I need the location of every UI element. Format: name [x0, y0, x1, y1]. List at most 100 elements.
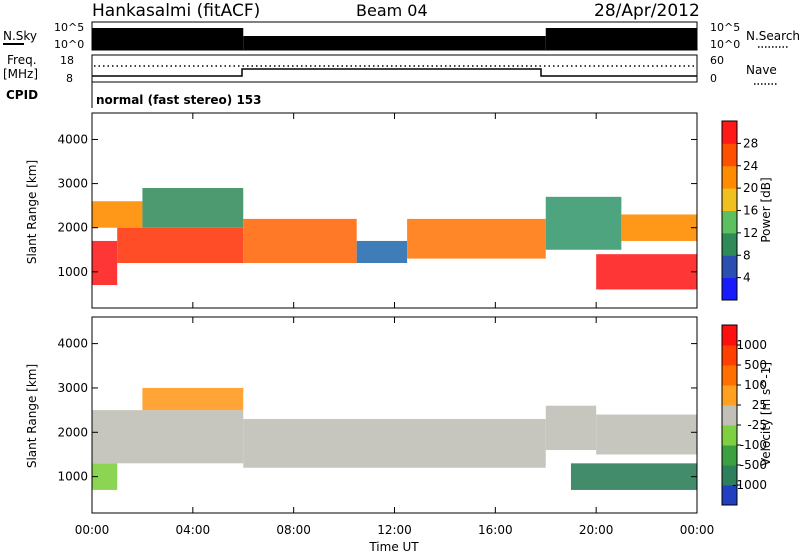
power-echo-band — [92, 201, 143, 228]
velocity-colorbar-swatch — [722, 385, 737, 406]
velocity-colorbar-tick-label: -500 — [740, 458, 767, 472]
time-axis-tick-label: 04:00 — [176, 523, 211, 537]
power-colorbar-swatch — [722, 232, 737, 256]
power-colorbar-swatch — [722, 210, 737, 234]
velocity-echo-band — [92, 410, 244, 464]
power-echo-band — [621, 214, 697, 241]
time-axis-label: Time UT — [368, 540, 419, 554]
power-echo-band — [407, 218, 546, 259]
power-y-tick-label: 4000 — [57, 132, 88, 146]
time-axis-tick-label: 12:00 — [377, 523, 412, 537]
velocity-echo-band — [243, 418, 546, 468]
power-plot-area — [92, 188, 697, 290]
velocity-plot-area — [92, 387, 697, 490]
power-echo-band — [596, 254, 697, 290]
time-axis-tick-label: 16:00 — [478, 523, 513, 537]
velocity-colorbar-tick-label: -25 — [747, 418, 767, 432]
velocity-colorbar-frame — [721, 324, 738, 506]
velocity-y-tick-label: 2000 — [57, 425, 88, 439]
nave-tick-top: 60 — [710, 54, 724, 67]
nsearch-tick-bottom: 10^0 — [710, 38, 740, 51]
freq-panel — [91, 54, 698, 83]
velocity-colorbar-swatch — [722, 405, 737, 426]
nave-label: Nave — [746, 63, 777, 77]
power-echo-band — [142, 188, 244, 228]
power-colorbar-swatch — [722, 277, 737, 301]
power-colorbar-tick-label: 20 — [743, 181, 758, 195]
time-axis-tick-label: 00:00 — [680, 523, 715, 537]
nsky-bars — [92, 28, 697, 50]
power-y-axis: 1000 2000 3000 4000 — [57, 132, 697, 279]
time-axis: 00:00 04:00 08:00 12:00 16:00 20:00 00:00 — [75, 113, 715, 537]
nsky-tick-bottom: 10^0 — [54, 38, 84, 51]
velocity-echo-band — [545, 405, 597, 451]
velocity-echo-band — [596, 414, 697, 455]
power-colorbar-swatch — [722, 188, 737, 211]
nsky-count-bar — [92, 28, 244, 50]
velocity-panel: 1000 2000 3000 4000 Slant Range [km] 1000 50… — [25, 316, 773, 514]
time-axis-tick-label: 00:00 — [75, 523, 110, 537]
power-colorbar-swatch — [722, 255, 737, 279]
velocity-y-tick-label: 3000 — [57, 381, 88, 395]
power-colorbar-tick-label: 4 — [743, 271, 751, 285]
nsky-count-bar — [243, 36, 546, 50]
power-colorbar-swatch — [722, 165, 737, 189]
velocity-colorbar-tick-label: 1000 — [736, 338, 767, 352]
freq-line — [92, 68, 697, 77]
power-y-tick-label: 1000 — [57, 265, 88, 279]
velocity-echo-band — [142, 387, 244, 411]
velocity-echo-band — [570, 463, 697, 490]
power-colorbar-tick-label: 8 — [743, 248, 751, 262]
power-colorbar-swatch — [722, 143, 737, 167]
velocity-colorbar-tick-label: -100 — [740, 438, 767, 452]
velocity-colorbar-swatch — [722, 465, 737, 486]
velocity-y-axis: 1000 2000 3000 4000 — [57, 337, 697, 484]
nsearch-label: N.Search — [746, 29, 800, 43]
freq-unit: [MHz] — [3, 67, 38, 81]
velocity-colorbar-swatch — [722, 445, 737, 466]
power-colorbar-tick-label: 24 — [743, 159, 758, 173]
power-colorbar-swatch — [722, 121, 737, 144]
velocity-colorbar-swatch — [722, 485, 737, 506]
power-echo-band — [243, 218, 357, 263]
time-axis-tick-label: 20:00 — [579, 523, 614, 537]
nsky-label: N.Sky — [3, 29, 37, 43]
velocity-ylabel: Slant Range [km] — [25, 364, 39, 468]
power-echo-band — [545, 196, 622, 250]
radar-title: Hankasalmi (fitACF) — [92, 1, 260, 21]
power-echo-band — [92, 240, 118, 286]
power-colorbar-tick-label: 28 — [743, 136, 758, 150]
velocity-colorbar-tick-label: -1000 — [732, 478, 767, 492]
time-axis-tick-label: 08:00 — [276, 523, 311, 537]
beam-label: Beam 04 — [356, 1, 428, 20]
velocity-colorbar-tick-label: 25 — [752, 398, 767, 412]
freq-tick-bottom: 8 — [66, 72, 73, 85]
nave-tick-bottom: 0 — [710, 72, 717, 85]
velocity-colorbar-swatch — [722, 325, 737, 346]
power-y-tick-label: 3000 — [57, 177, 88, 191]
velocity-y-tick-label: 4000 — [57, 337, 88, 351]
power-y-tick-label: 2000 — [57, 221, 88, 235]
date-label: 28/Apr/2012 — [594, 1, 700, 21]
power-ylabel: Slant Range [km] — [25, 160, 39, 264]
nsky-count-bar — [545, 28, 697, 50]
velocity-y-tick-label: 1000 — [57, 470, 88, 484]
velocity-colorbar: 1000 500 100 25 -25 -100 -500 -1000 — [721, 324, 767, 506]
velocity-colorbar-tick-label: 500 — [744, 358, 767, 372]
power-colorbar: 4 8 12 16 20 24 28 — [721, 120, 758, 301]
power-echo-band — [356, 240, 408, 263]
power-colorbar-tick-label: 16 — [743, 204, 758, 218]
power-echo-band — [117, 227, 244, 263]
nsearch-tick-top: 10^5 — [710, 21, 740, 34]
velocity-colorbar-label: Velocity [m s^-1] — [759, 362, 773, 466]
freq-label: Freq. — [7, 53, 37, 67]
power-panel: 1000 2000 3000 4000 Slant Range [km] 4 8 12 16… — [25, 112, 773, 309]
cpid-label: CPID — [6, 88, 38, 102]
velocity-colorbar-swatch — [722, 425, 737, 446]
velocity-colorbar-tick-label: 100 — [744, 378, 767, 392]
freq-tick-top: 18 — [60, 54, 74, 67]
cpid-text: normal (fast stereo) 153 — [96, 93, 262, 107]
nsky-tick-top: 10^5 — [54, 21, 84, 34]
power-colorbar-label: Power [dB] — [759, 177, 773, 242]
